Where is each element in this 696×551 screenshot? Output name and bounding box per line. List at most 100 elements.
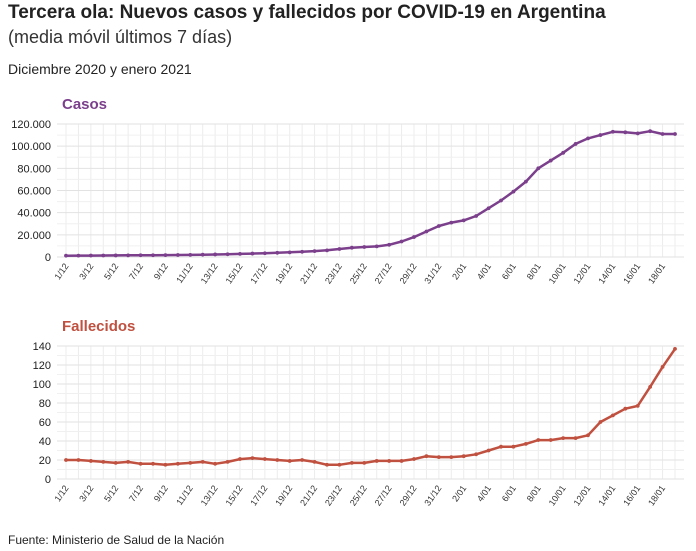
deaths-x-tick-label: 21/12	[298, 483, 319, 507]
deaths-data-point	[586, 433, 590, 438]
deaths-x-tick-label: 2/01	[450, 483, 468, 503]
cases-x-tick-label: 18/01	[646, 261, 667, 285]
cases-data-point	[113, 253, 118, 258]
deaths-y-tick-label: 0	[45, 474, 51, 486]
deaths-y-tick-label: 140	[33, 341, 51, 353]
deaths-x-tick-label: 18/01	[646, 483, 667, 507]
cases-data-point	[412, 235, 416, 239]
deaths-data-point	[64, 458, 68, 462]
deaths-data-point	[648, 384, 653, 389]
cases-x-tick-label: 4/01	[475, 261, 493, 281]
deaths-data-point	[238, 457, 242, 461]
cases-data-point	[188, 252, 193, 257]
cases-data-point	[399, 239, 404, 244]
deaths-x-tick-label: 16/01	[621, 483, 642, 507]
deaths-data-point	[511, 444, 516, 449]
cases-x-tick-label: 2/01	[450, 261, 468, 281]
cases-x-tick-label: 5/12	[102, 261, 120, 281]
deaths-data-point	[523, 441, 528, 446]
deaths-data-point	[387, 459, 392, 463]
deaths-data-point	[499, 444, 503, 449]
cases-x-tick-label: 9/12	[152, 261, 170, 281]
deaths-x-tick-label: 3/12	[77, 483, 95, 503]
deaths-x-tick-label: 13/12	[199, 483, 220, 507]
deaths-x-tick-label: 5/12	[102, 483, 120, 503]
cases-y-tick-label: 0	[45, 252, 51, 264]
cases-data-point	[586, 136, 590, 141]
deaths-data-point	[399, 459, 404, 463]
deaths-x-tick-label: 12/01	[572, 483, 593, 507]
deaths-data-point	[312, 460, 317, 464]
cases-x-tick-label: 10/01	[547, 261, 568, 285]
cases-data-point	[610, 129, 615, 134]
cases-x-tick-label: 31/12	[422, 261, 443, 285]
cases-data-point	[635, 131, 640, 136]
deaths-x-tick-label: 1/12	[52, 483, 70, 503]
cases-x-tick-label: 27/12	[373, 261, 394, 285]
chart-title: Tercera ola: Nuevos casos y fallecidos p…	[8, 2, 606, 23]
deaths-x-tick-label: 6/01	[500, 483, 518, 503]
cases-x-tick-label: 17/12	[248, 261, 269, 285]
deaths-x-tick-label: 10/01	[547, 483, 568, 507]
cases-panel-title: Casos	[62, 96, 107, 113]
deaths-data-point	[436, 455, 441, 460]
cases-x-tick-label: 23/12	[323, 261, 344, 285]
cases-y-tick-label: 80.000	[17, 163, 51, 175]
deaths-x-tick-label: 31/12	[422, 483, 443, 507]
deaths-data-point	[250, 456, 255, 460]
deaths-y-tick-label: 80	[39, 398, 51, 410]
cases-data-point	[374, 244, 379, 249]
deaths-data-point	[610, 413, 615, 418]
deaths-x-tick-label: 11/12	[174, 483, 195, 507]
cases-data-point	[436, 224, 441, 228]
deaths-data-point	[461, 454, 466, 459]
deaths-y-tick-label: 120	[33, 360, 51, 372]
cases-data-point	[673, 132, 677, 136]
deaths-x-tick-label: 15/12	[224, 483, 245, 507]
deaths-data-point	[275, 458, 280, 462]
deaths-x-tick-label: 7/12	[127, 483, 145, 503]
cases-data-point	[349, 245, 354, 250]
cases-data-point	[623, 130, 628, 135]
deaths-data-point	[362, 460, 367, 465]
deaths-x-tick-label: 9/12	[152, 483, 170, 503]
cases-x-tick-label: 19/12	[273, 261, 294, 285]
cases-data-point	[64, 253, 68, 258]
deaths-x-tick-label: 25/12	[348, 483, 369, 507]
deaths-x-tick-label: 29/12	[398, 483, 419, 507]
cases-data-point	[660, 132, 665, 136]
cases-data-point	[523, 179, 528, 184]
deaths-data-point	[151, 461, 155, 466]
cases-data-point	[151, 253, 155, 258]
deaths-data-point	[262, 457, 267, 461]
cases-data-point	[175, 253, 180, 257]
cases-data-point	[76, 253, 81, 258]
cases-x-tick-label: 1/12	[52, 261, 70, 281]
cases-data-point	[573, 142, 578, 146]
cases-series-line	[64, 129, 677, 257]
deaths-data-point	[449, 455, 454, 460]
cases-y-tick-label: 40.000	[17, 208, 51, 220]
deaths-data-point	[536, 438, 541, 442]
cases-data-point	[424, 229, 429, 234]
cases-x-tick-label: 3/12	[77, 261, 95, 281]
deaths-data-point	[175, 461, 180, 466]
deaths-series-line	[64, 347, 677, 467]
cases-x-tick-label: 8/01	[525, 261, 543, 281]
source-note: Fuente: Ministerio de Salud de la Nación	[8, 533, 225, 547]
cases-x-tick-label: 11/12	[174, 261, 195, 285]
cases-data-point	[126, 253, 131, 258]
cases-data-point	[225, 252, 230, 257]
deaths-data-point	[673, 346, 677, 351]
deaths-data-point	[300, 458, 305, 462]
cases-data-point	[511, 189, 516, 194]
deaths-data-point	[113, 460, 118, 465]
deaths-data-point	[660, 365, 665, 369]
cases-x-tick-label: 13/12	[199, 261, 220, 285]
cases-data-point	[486, 206, 491, 211]
deaths-data-point	[325, 462, 329, 467]
cases-y-tick-label: 120.000	[11, 119, 51, 131]
deaths-data-point	[424, 454, 429, 459]
cases-data-point	[101, 253, 106, 258]
